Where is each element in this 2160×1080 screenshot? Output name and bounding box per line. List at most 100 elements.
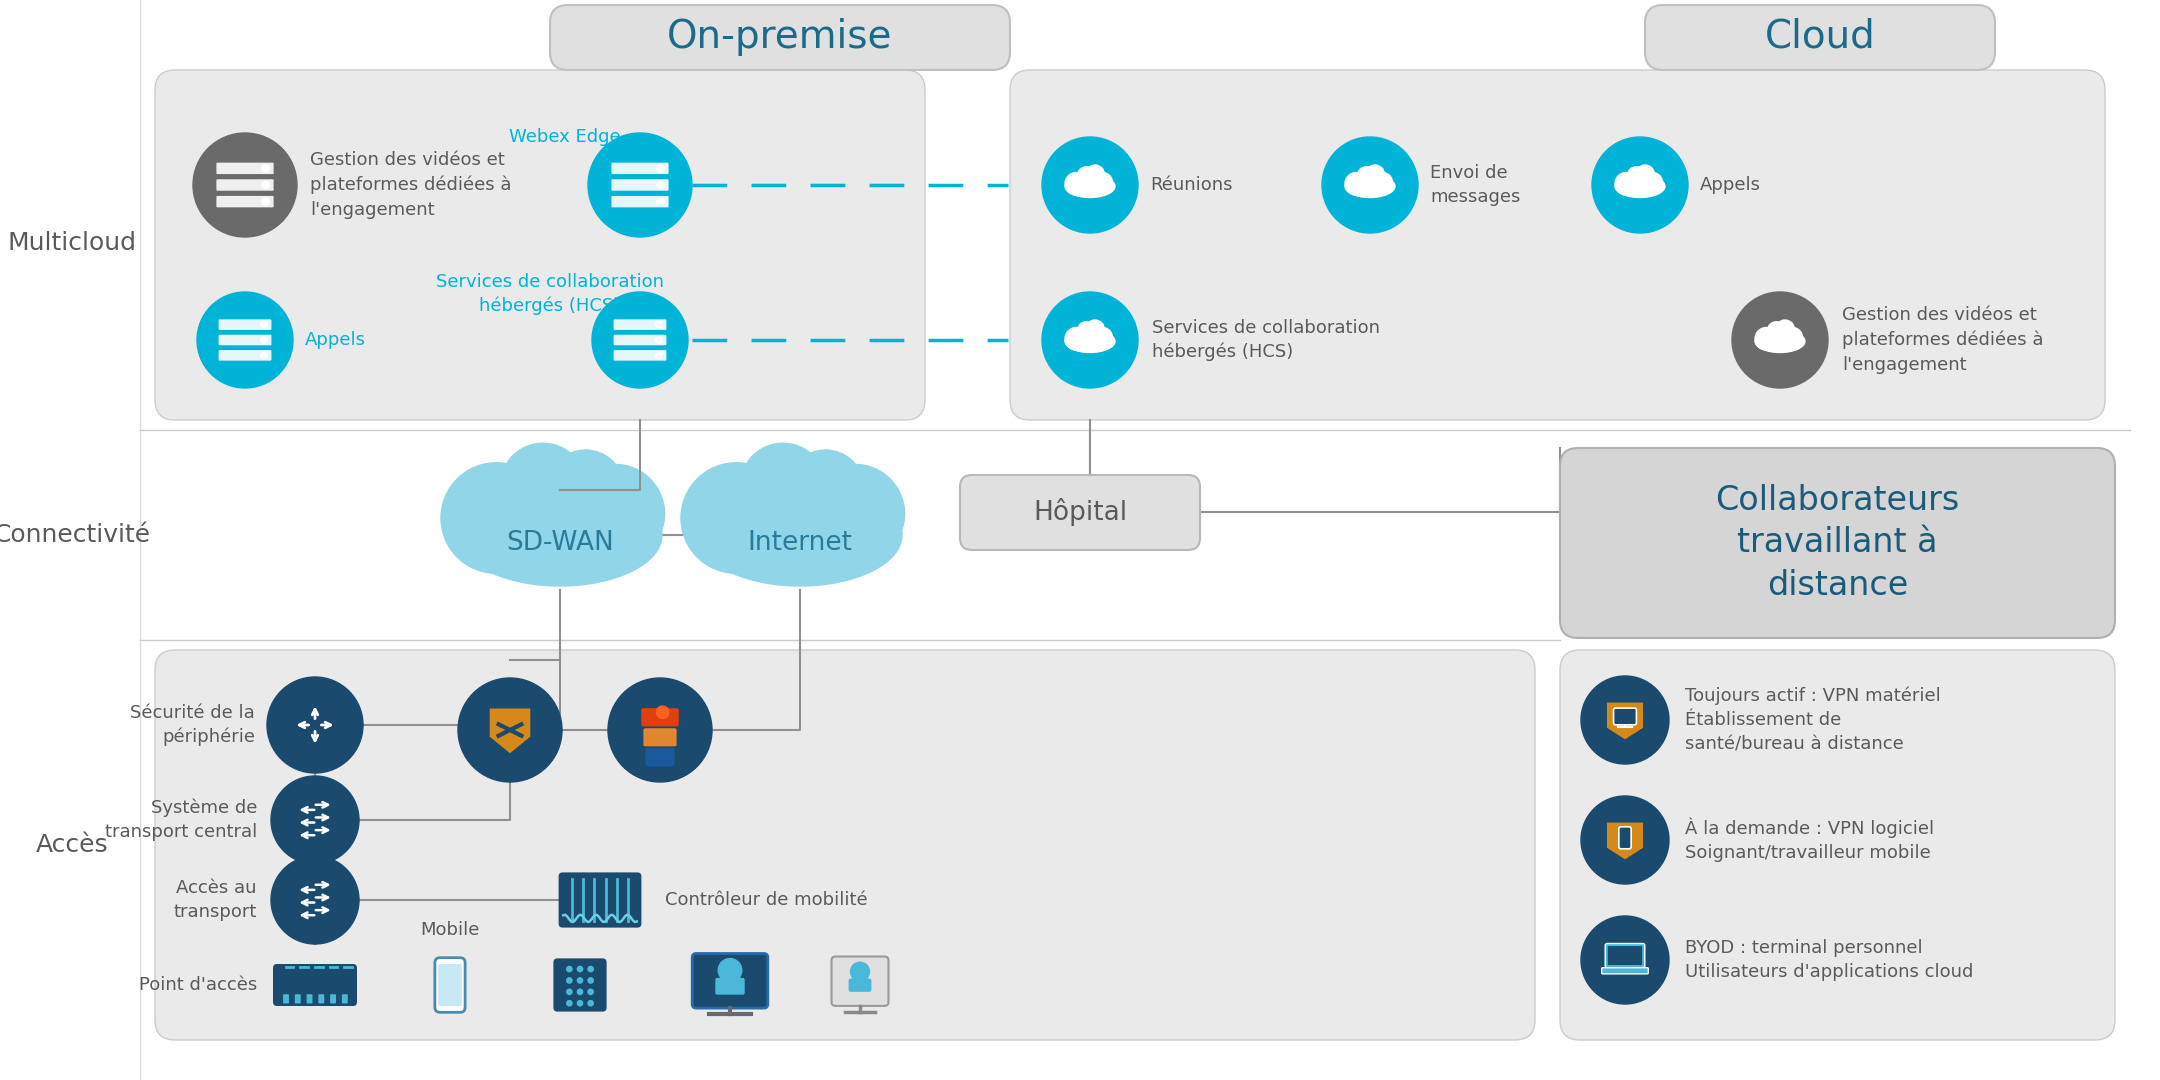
Circle shape <box>657 198 665 205</box>
Text: Appels: Appels <box>305 330 365 349</box>
FancyBboxPatch shape <box>1618 827 1631 849</box>
Circle shape <box>588 133 691 237</box>
Circle shape <box>1078 166 1095 185</box>
Circle shape <box>577 1000 583 1005</box>
Polygon shape <box>1607 823 1644 860</box>
Circle shape <box>1642 173 1663 192</box>
Circle shape <box>1065 173 1086 195</box>
Circle shape <box>192 133 298 237</box>
Ellipse shape <box>1065 330 1115 352</box>
FancyBboxPatch shape <box>1560 650 2115 1040</box>
Text: On-premise: On-premise <box>667 18 892 56</box>
Circle shape <box>566 977 572 983</box>
Text: Internet: Internet <box>747 530 853 556</box>
FancyBboxPatch shape <box>611 179 670 191</box>
FancyBboxPatch shape <box>613 335 667 346</box>
Circle shape <box>1041 137 1138 233</box>
FancyBboxPatch shape <box>832 957 888 1005</box>
Circle shape <box>588 967 594 972</box>
Circle shape <box>197 292 294 388</box>
Circle shape <box>1086 320 1104 339</box>
FancyBboxPatch shape <box>715 977 745 995</box>
Circle shape <box>1581 676 1670 764</box>
Text: Connectivité: Connectivité <box>0 523 151 546</box>
Circle shape <box>1372 173 1393 192</box>
Text: Collaborateurs
travaillant à
distance: Collaborateurs travaillant à distance <box>1715 485 1959 602</box>
Circle shape <box>1093 173 1112 192</box>
Circle shape <box>1346 173 1367 195</box>
FancyBboxPatch shape <box>1614 708 1637 725</box>
Circle shape <box>741 443 825 528</box>
Polygon shape <box>490 708 531 753</box>
FancyBboxPatch shape <box>849 978 870 991</box>
FancyBboxPatch shape <box>283 995 289 1003</box>
Circle shape <box>546 450 624 526</box>
Circle shape <box>1732 292 1827 388</box>
Circle shape <box>1616 173 1637 195</box>
Circle shape <box>592 292 689 388</box>
Text: Webex Edge: Webex Edge <box>510 129 620 146</box>
Text: Réunions: Réunions <box>1149 176 1233 194</box>
Circle shape <box>1041 292 1138 388</box>
Circle shape <box>1086 165 1104 184</box>
Text: Sécurité de la
périphérie: Sécurité de la périphérie <box>130 704 255 746</box>
Circle shape <box>566 1000 572 1005</box>
FancyBboxPatch shape <box>318 995 324 1003</box>
Polygon shape <box>1607 703 1644 740</box>
Circle shape <box>588 1000 594 1005</box>
Ellipse shape <box>458 484 661 586</box>
Text: À la demande : VPN logiciel
Soignant/travailleur mobile: À la demande : VPN logiciel Soignant/tra… <box>1685 818 1933 863</box>
Circle shape <box>657 706 670 718</box>
Circle shape <box>1078 322 1095 339</box>
FancyBboxPatch shape <box>691 954 767 1008</box>
Text: BYOD : terminal personnel
Utilisateurs d'applications cloud: BYOD : terminal personnel Utilisateurs d… <box>1685 939 1974 981</box>
Circle shape <box>566 989 572 995</box>
Circle shape <box>261 321 268 328</box>
FancyBboxPatch shape <box>218 335 272 346</box>
Circle shape <box>577 977 583 983</box>
Circle shape <box>1767 322 1784 339</box>
Circle shape <box>657 321 663 328</box>
FancyBboxPatch shape <box>553 958 607 1012</box>
FancyBboxPatch shape <box>218 320 272 329</box>
FancyBboxPatch shape <box>218 350 272 361</box>
Circle shape <box>1322 137 1417 233</box>
Text: Appels: Appels <box>1700 176 1760 194</box>
Circle shape <box>1592 137 1687 233</box>
Text: Point d'accès: Point d'accès <box>138 976 257 994</box>
Text: Contrôleur de mobilité: Contrôleur de mobilité <box>665 891 868 909</box>
FancyBboxPatch shape <box>959 475 1201 550</box>
FancyBboxPatch shape <box>1646 5 1996 70</box>
FancyBboxPatch shape <box>272 964 356 1005</box>
Text: Envoi de
messages: Envoi de messages <box>1430 164 1521 206</box>
Circle shape <box>577 967 583 972</box>
Circle shape <box>1581 916 1670 1004</box>
FancyBboxPatch shape <box>613 320 667 329</box>
FancyBboxPatch shape <box>642 708 678 727</box>
Text: Cloud: Cloud <box>1765 18 1875 56</box>
FancyBboxPatch shape <box>611 195 670 207</box>
FancyBboxPatch shape <box>644 728 676 746</box>
FancyBboxPatch shape <box>1605 944 1644 968</box>
Text: SD-WAN: SD-WAN <box>505 530 613 556</box>
Circle shape <box>1365 165 1385 184</box>
Circle shape <box>566 464 665 563</box>
Circle shape <box>268 677 363 773</box>
FancyBboxPatch shape <box>156 650 1536 1040</box>
Ellipse shape <box>1346 175 1395 198</box>
Circle shape <box>1776 320 1795 339</box>
FancyBboxPatch shape <box>434 958 464 1012</box>
Circle shape <box>270 856 359 944</box>
Ellipse shape <box>698 484 903 586</box>
Circle shape <box>1356 166 1376 185</box>
Circle shape <box>680 462 791 573</box>
Circle shape <box>441 462 551 573</box>
Text: Accès: Accès <box>37 833 108 858</box>
FancyBboxPatch shape <box>438 964 462 1005</box>
Text: Gestion des vidéos et
plateformes dédiées à
l'engagement: Gestion des vidéos et plateformes dédiée… <box>311 151 512 218</box>
Circle shape <box>270 777 359 864</box>
Circle shape <box>1581 796 1670 885</box>
FancyBboxPatch shape <box>216 163 274 174</box>
FancyBboxPatch shape <box>294 995 300 1003</box>
Circle shape <box>1065 327 1086 350</box>
